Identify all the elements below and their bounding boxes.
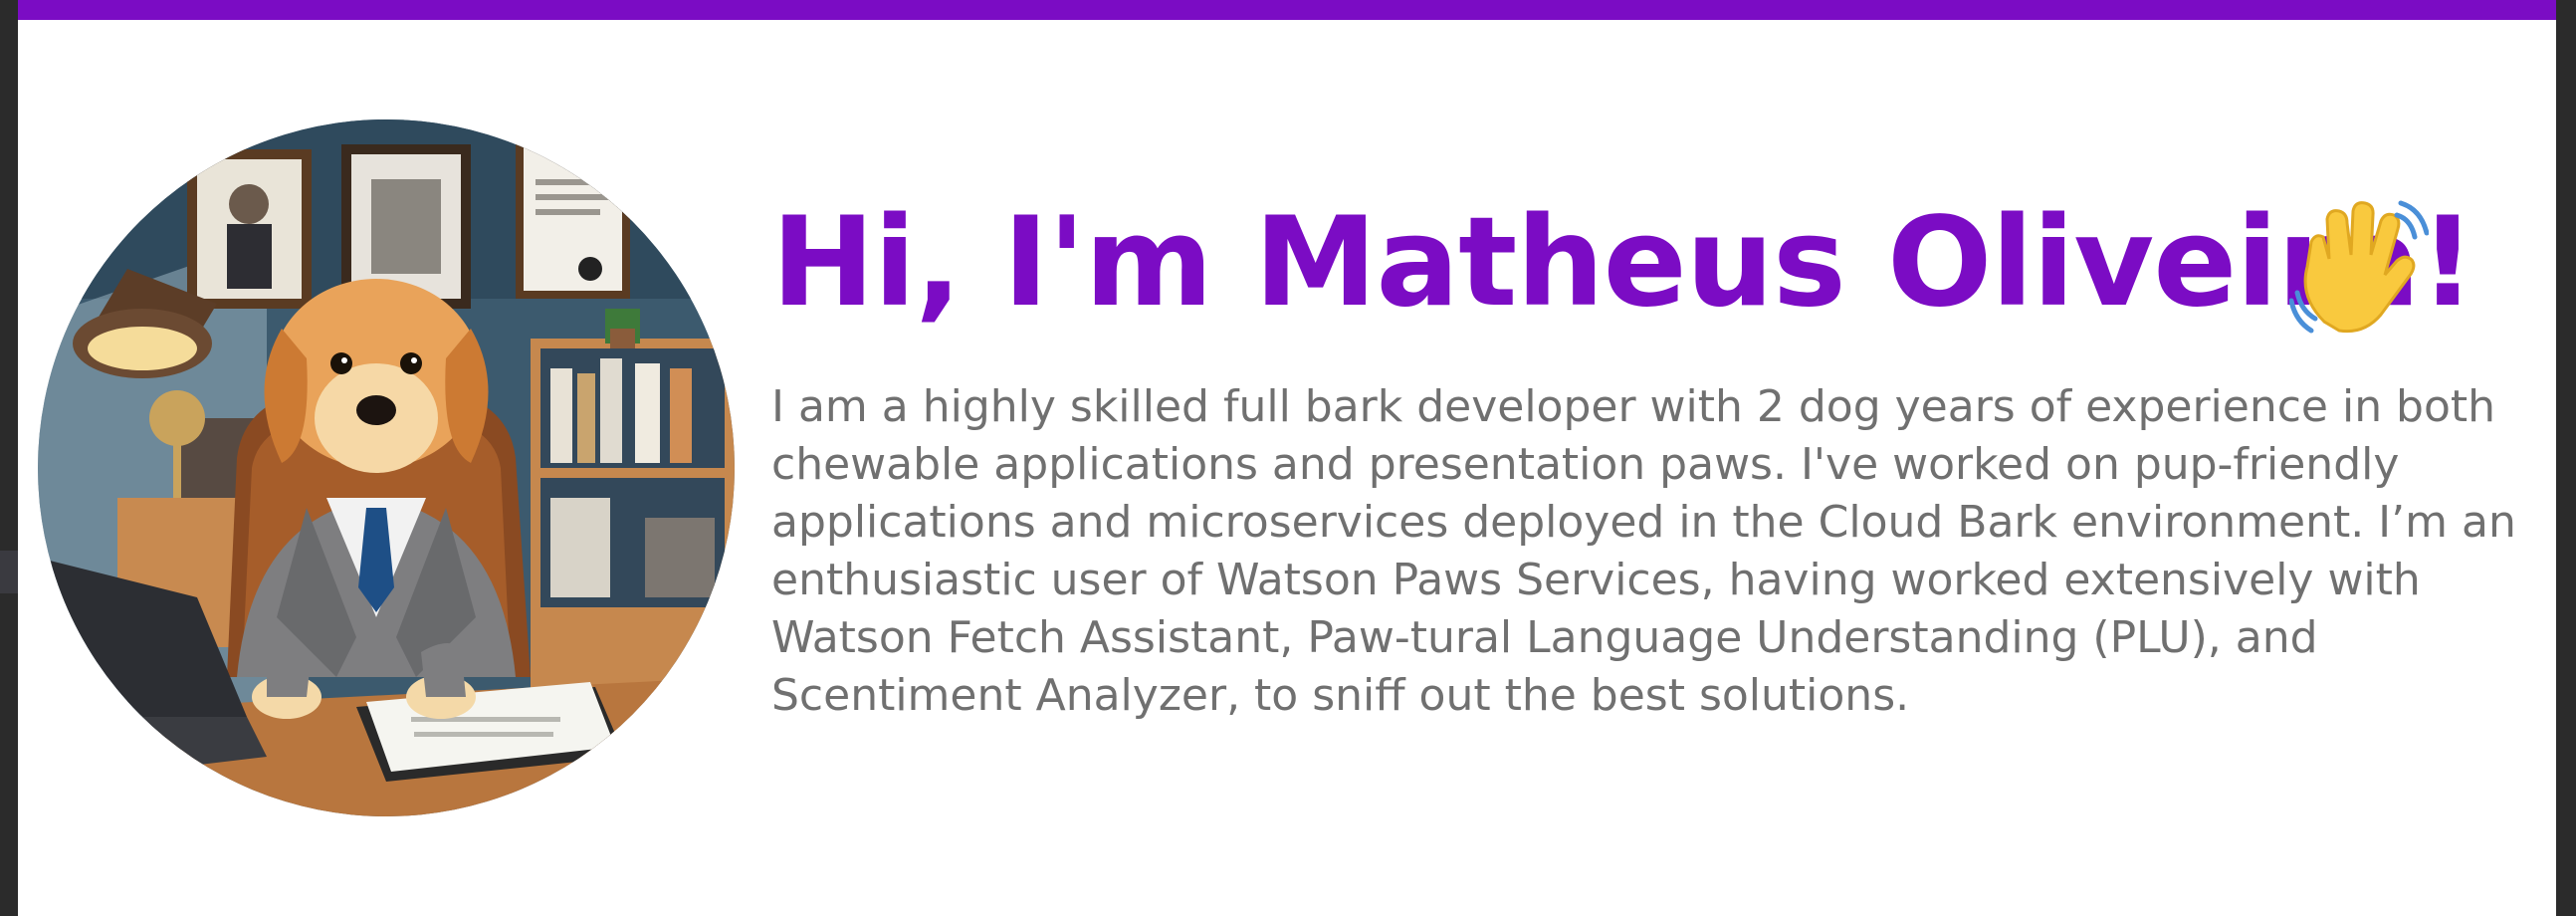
page: Hi, I'm Matheus Oliveira! I am a highly … [18,0,2556,916]
top-accent-bar [18,0,2556,20]
page-title: Hi, I'm Matheus Oliveira! [771,191,2475,335]
waving-hand-icon [2289,200,2429,334]
profile-avatar [38,119,735,816]
bio-paragraph: I am a highly skilled full bark develope… [771,381,2516,721]
window-edge-indicator [0,551,18,593]
